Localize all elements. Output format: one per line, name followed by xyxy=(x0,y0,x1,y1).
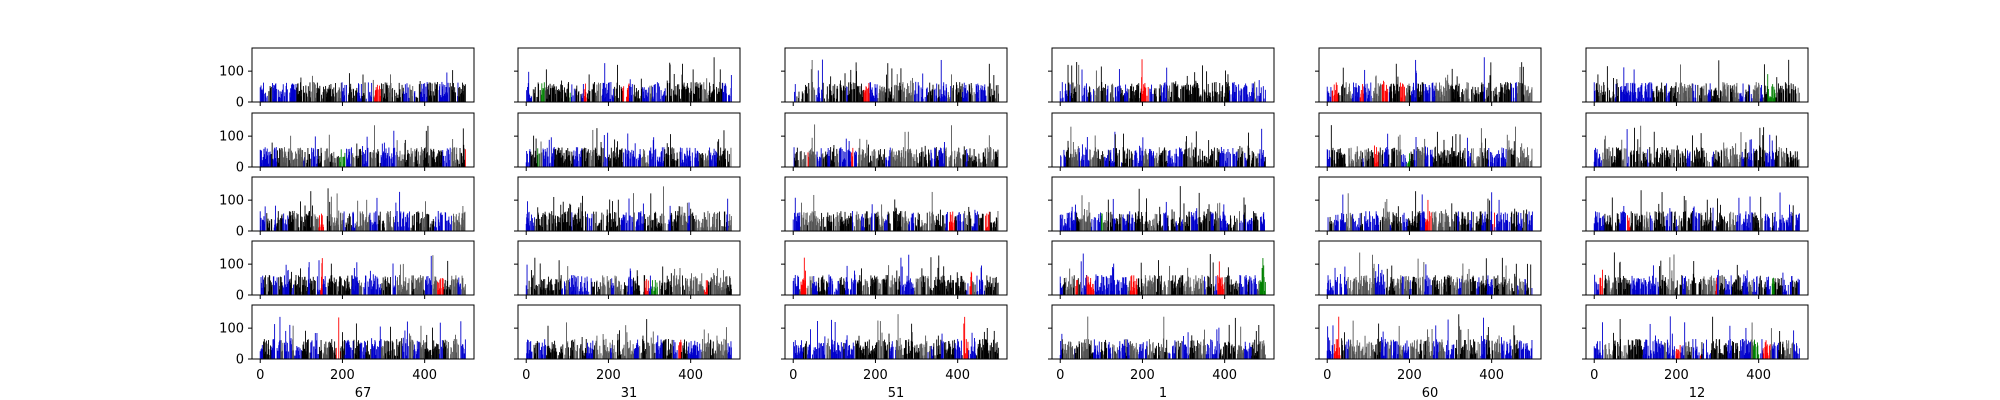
panel-r3-c4 xyxy=(1048,176,1275,235)
panel-r1-c1: 0 100 xyxy=(219,47,475,111)
panel-r1-c4 xyxy=(1048,47,1275,106)
panel-r3-c1: 0 100 xyxy=(219,176,475,240)
bars xyxy=(525,186,732,231)
y-tick-label: 0 xyxy=(236,225,244,240)
panel-r2-c2 xyxy=(514,112,741,171)
axes-frame xyxy=(1318,112,1542,168)
axes-frame xyxy=(517,47,741,103)
bars xyxy=(793,124,999,167)
y-tick-label: 100 xyxy=(219,65,244,80)
panel-r1-c2 xyxy=(514,47,741,106)
y-tick-label: 0 xyxy=(236,96,244,111)
axes-frame xyxy=(784,176,1008,232)
bars xyxy=(1060,126,1266,167)
axes-frame xyxy=(517,112,741,168)
bars xyxy=(259,70,466,102)
bars xyxy=(1059,59,1266,102)
panel-r1-c5 xyxy=(1315,47,1542,106)
bars xyxy=(1059,186,1265,231)
bars xyxy=(259,125,466,167)
panel-r2-c5 xyxy=(1315,112,1542,171)
axes-frame xyxy=(517,176,741,232)
bars xyxy=(1326,125,1533,167)
axes-frame xyxy=(1318,47,1542,103)
bars xyxy=(794,59,999,102)
y-tick-label: 100 xyxy=(219,194,244,209)
bars xyxy=(1593,59,1800,102)
panel-r1-c3 xyxy=(781,47,1008,106)
axes-frame xyxy=(1585,47,1809,103)
axes-frame xyxy=(251,47,475,103)
bars xyxy=(792,191,999,231)
bars xyxy=(526,57,732,102)
axes-frame xyxy=(784,112,1008,168)
axes-frame xyxy=(1051,47,1275,103)
bars xyxy=(259,188,466,231)
bars xyxy=(1326,57,1533,102)
y-tick-label: 100 xyxy=(219,130,244,145)
panel-r2-c1: 0 100 xyxy=(219,112,475,176)
axes-frame xyxy=(1051,112,1275,168)
axes-frame xyxy=(1585,112,1809,168)
axes-frame xyxy=(784,47,1008,103)
panel-r2-c3 xyxy=(781,112,1008,171)
panel-r3-c3 xyxy=(781,176,1008,235)
panel-r2-c6 xyxy=(1582,112,1809,171)
bars xyxy=(1593,125,1800,167)
axes-frame xyxy=(251,112,475,168)
panel-r3-c2 xyxy=(514,176,741,235)
panel-r2-c4 xyxy=(1048,112,1275,171)
y-tick-label: 0 xyxy=(236,161,244,176)
panel-r1-c6 xyxy=(1582,47,1809,106)
axes-frame xyxy=(251,176,475,232)
bars xyxy=(525,128,732,167)
